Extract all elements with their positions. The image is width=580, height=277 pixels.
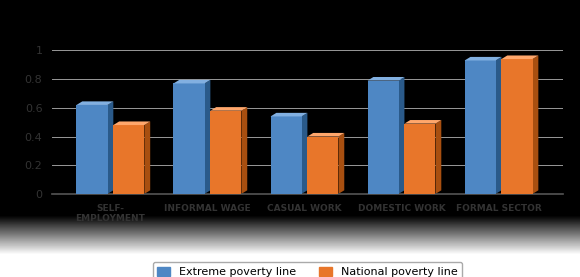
- Polygon shape: [502, 55, 538, 59]
- Bar: [77, 105, 107, 194]
- Polygon shape: [107, 101, 113, 194]
- Polygon shape: [113, 121, 150, 125]
- Bar: [502, 59, 532, 194]
- Polygon shape: [339, 133, 345, 194]
- Polygon shape: [307, 133, 345, 137]
- Bar: [404, 124, 436, 194]
- Polygon shape: [404, 120, 441, 124]
- Legend: Extreme poverty line, National poverty line: Extreme poverty line, National poverty l…: [153, 262, 462, 277]
- Polygon shape: [532, 55, 538, 194]
- Polygon shape: [302, 113, 307, 194]
- Bar: [173, 83, 205, 194]
- Polygon shape: [241, 107, 247, 194]
- Bar: [307, 137, 339, 194]
- Polygon shape: [496, 57, 502, 194]
- Bar: [211, 111, 241, 194]
- Polygon shape: [465, 57, 502, 60]
- Polygon shape: [398, 77, 404, 194]
- Polygon shape: [211, 107, 247, 111]
- Polygon shape: [436, 120, 441, 194]
- Polygon shape: [368, 77, 404, 81]
- Bar: [465, 60, 496, 194]
- Bar: [270, 116, 302, 194]
- Polygon shape: [77, 101, 113, 105]
- Bar: [113, 125, 144, 194]
- Polygon shape: [144, 121, 150, 194]
- Polygon shape: [173, 80, 211, 83]
- Polygon shape: [205, 80, 211, 194]
- Polygon shape: [270, 113, 307, 116]
- Bar: [368, 81, 398, 194]
- Title: Relative poverty impact 'per job': Relative poverty impact 'per job': [114, 6, 501, 26]
